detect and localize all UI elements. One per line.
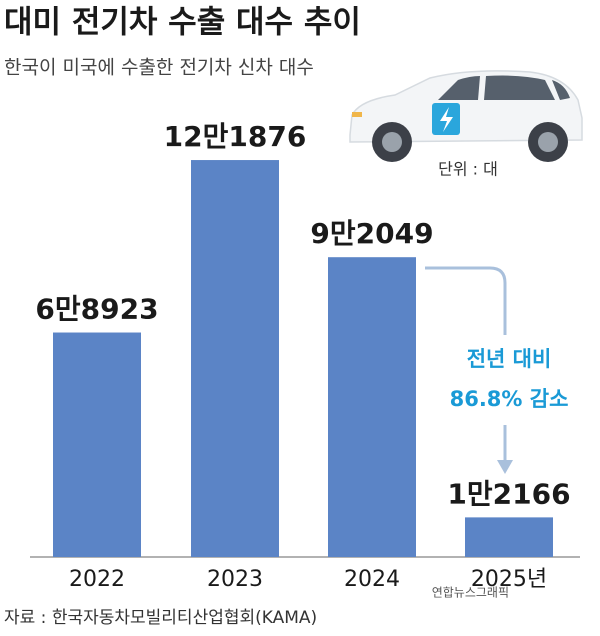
x-tick-label: 2025년 bbox=[471, 567, 547, 592]
bar bbox=[328, 257, 416, 557]
bar bbox=[53, 332, 141, 557]
value-label: 9만2049 bbox=[310, 217, 433, 250]
value-label: 12만1876 bbox=[164, 120, 307, 153]
source: 자료 : 한국자동차모빌리티산업협회(KAMA) bbox=[4, 608, 317, 628]
value-label: 6만8923 bbox=[35, 293, 158, 326]
unit-label: 단위 : 대 bbox=[438, 160, 498, 179]
x-tick-label: 2023 bbox=[207, 567, 263, 592]
car-illustration bbox=[349, 70, 583, 162]
chart-title: 대미 전기차 수출 대수 추이 bbox=[4, 5, 361, 41]
credit: 연합뉴스그래픽 bbox=[432, 586, 509, 600]
chart-subtitle: 한국이 미국에 수출한 전기차 신차 대수 bbox=[4, 57, 314, 79]
bar bbox=[465, 517, 553, 557]
bar bbox=[191, 160, 279, 557]
annotation-arrow bbox=[425, 266, 513, 474]
annotation: 전년 대비 bbox=[467, 347, 552, 371]
x-tick-label: 2024 bbox=[344, 567, 400, 592]
annotation: 86.8% 감소 bbox=[450, 387, 569, 411]
value-label: 1만2166 bbox=[447, 477, 570, 510]
x-tick-label: 2022 bbox=[69, 567, 125, 592]
